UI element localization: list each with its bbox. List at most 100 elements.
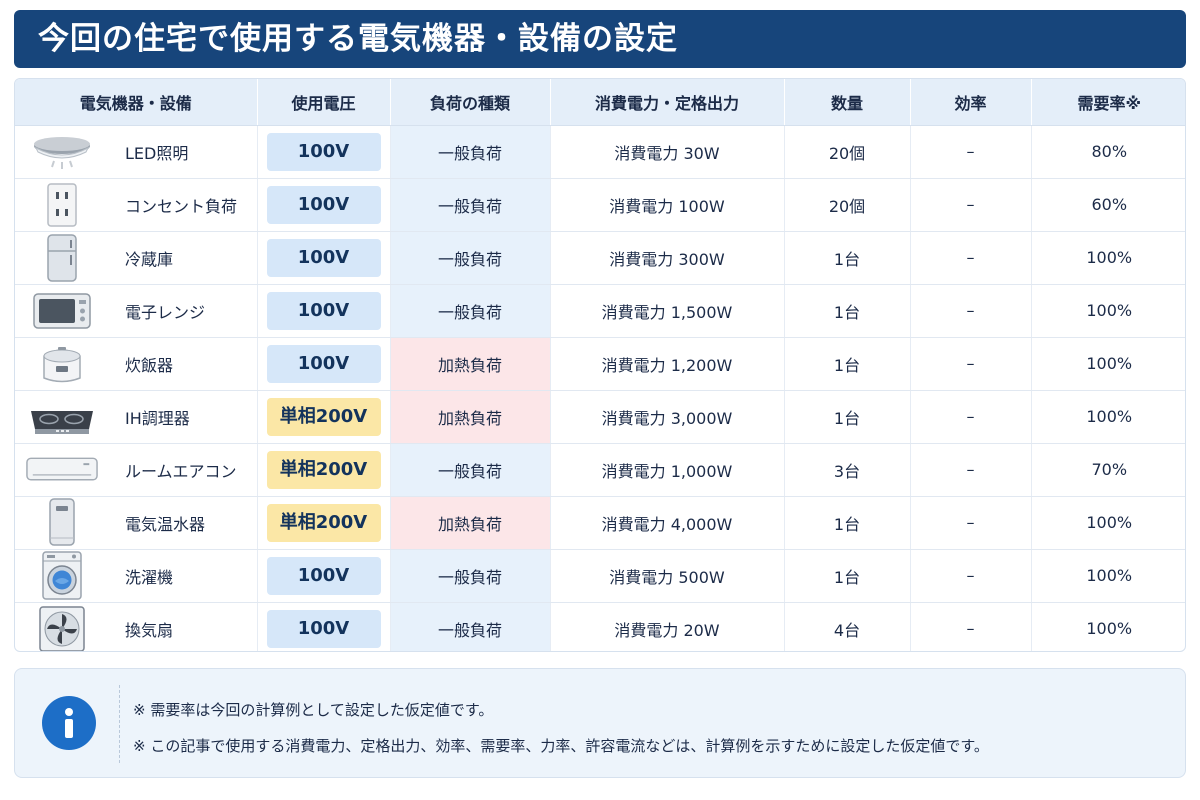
quantity-cell: 1台 <box>784 390 911 444</box>
header-load-type: 負荷の種類 <box>390 79 551 126</box>
table-row: 洗濯機 100V 一般負荷 消費電力 500W 1台 –100% <box>15 549 1185 603</box>
voltage-cell: 100V <box>257 549 391 603</box>
voltage-badge: 100V <box>266 238 381 277</box>
device-name: 洗濯機 <box>125 567 174 587</box>
power-cell: 消費電力 300W <box>550 231 785 285</box>
device-cell: IH調理器 <box>15 390 258 444</box>
table-row: LED照明 100V 一般負荷 消費電力 30W 20個 –80% <box>15 125 1185 179</box>
header-power: 消費電力・定格出力 <box>550 79 785 126</box>
power-cell: 消費電力 100W <box>550 178 785 232</box>
device-name: 冷蔵庫 <box>125 249 174 269</box>
quantity-cell: 4台 <box>784 602 911 651</box>
demand-factor-cell: 100% <box>1031 496 1185 550</box>
voltage-cell: 100V <box>257 178 391 232</box>
header-device: 電気機器・設備 <box>15 79 258 126</box>
voltage-cell: 単相200V <box>257 390 391 444</box>
voltage-cell: 単相200V <box>257 496 391 550</box>
device-cell: 洗濯機 <box>15 549 258 603</box>
washing-machine-icon <box>25 550 99 601</box>
voltage-cell: 100V <box>257 602 391 651</box>
load-type-cell: 一般負荷 <box>390 549 551 603</box>
table-header-row: 電気機器・設備 使用電圧 負荷の種類 消費電力・定格出力 数量 効率 需要率※ <box>15 79 1185 126</box>
voltage-badge: 100V <box>266 132 381 171</box>
demand-factor-cell: 100% <box>1031 337 1185 391</box>
device-cell: 換気扇 <box>15 602 258 651</box>
table-row: 冷蔵庫 100V 一般負荷 消費電力 300W 1台 –100% <box>15 231 1185 285</box>
voltage-badge: 単相200V <box>266 450 381 489</box>
quantity-cell: 1台 <box>784 231 911 285</box>
demand-factor-cell: 100% <box>1031 284 1185 338</box>
header-voltage: 使用電圧 <box>257 79 391 126</box>
quantity-cell: 20個 <box>784 125 911 179</box>
voltage-cell: 100V <box>257 337 391 391</box>
device-cell: 電気温水器 <box>15 496 258 550</box>
load-type-cell: 一般負荷 <box>390 602 551 651</box>
load-type-cell: 一般負荷 <box>390 443 551 497</box>
voltage-badge: 100V <box>266 556 381 595</box>
outlet-icon <box>25 182 99 228</box>
efficiency-cell: – <box>910 178 1032 232</box>
device-cell: LED照明 <box>15 125 258 179</box>
air-conditioner-icon <box>25 454 99 486</box>
page-title: 今回の住宅で使用する電気機器・設備の設定 <box>14 10 1186 68</box>
notes-box: ※ 需要率は今回の計算例として設定した仮定値です。 ※ この記事で使用する消費電… <box>14 668 1186 778</box>
device-name: 炊飯器 <box>125 355 174 375</box>
power-cell: 消費電力 1,500W <box>550 284 785 338</box>
quantity-cell: 1台 <box>784 337 911 391</box>
demand-factor-cell: 60% <box>1031 178 1185 232</box>
header-demand-factor: 需要率※ <box>1031 79 1185 126</box>
equipment-table: 電気機器・設備 使用電圧 負荷の種類 消費電力・定格出力 数量 効率 需要率※ … <box>15 79 1185 651</box>
table-row: IH調理器 単相200V 加熱負荷 消費電力 3,000W 1台 –100% <box>15 390 1185 444</box>
voltage-badge: 100V <box>266 609 381 648</box>
demand-factor-cell: 100% <box>1031 231 1185 285</box>
table-row: 電子レンジ 100V 一般負荷 消費電力 1,500W 1台 –100% <box>15 284 1185 338</box>
ventilation-fan-icon <box>25 605 99 651</box>
device-name: 電子レンジ <box>125 302 206 322</box>
voltage-badge: 100V <box>266 185 381 224</box>
voltage-badge: 単相200V <box>266 503 381 542</box>
voltage-badge: 単相200V <box>266 397 381 436</box>
table-row: コンセント負荷 100V 一般負荷 消費電力 100W 20個 –60% <box>15 178 1185 232</box>
device-name: LED照明 <box>125 143 189 163</box>
equipment-table-card: 電気機器・設備 使用電圧 負荷の種類 消費電力・定格出力 数量 効率 需要率※ … <box>14 78 1186 652</box>
table-row: 換気扇 100V 一般負荷 消費電力 20W 4台 – 100% <box>15 602 1185 651</box>
device-name: IH調理器 <box>125 408 190 428</box>
demand-factor-cell: 100% <box>1031 390 1185 444</box>
header-quantity: 数量 <box>784 79 911 126</box>
efficiency-cell: – <box>910 125 1032 179</box>
device-cell: 炊飯器 <box>15 337 258 391</box>
device-cell: コンセント負荷 <box>15 178 258 232</box>
table-row: 電気温水器 単相200V 加熱負荷 消費電力 4,000W 1台 –100% <box>15 496 1185 550</box>
power-cell: 消費電力 30W <box>550 125 785 179</box>
power-cell: 消費電力 3,000W <box>550 390 785 444</box>
info-icon <box>42 696 96 750</box>
load-type-cell: 一般負荷 <box>390 125 551 179</box>
power-cell: 消費電力 500W <box>550 549 785 603</box>
efficiency-cell: – <box>910 337 1032 391</box>
efficiency-cell: – <box>910 443 1032 497</box>
efficiency-cell: – <box>910 549 1032 603</box>
efficiency-cell: – <box>910 284 1032 338</box>
voltage-badge: 100V <box>266 291 381 330</box>
rice-cooker-icon <box>25 342 99 386</box>
voltage-badge: 100V <box>266 344 381 383</box>
led-ceiling-light-icon <box>25 132 99 172</box>
load-type-cell: 一般負荷 <box>390 178 551 232</box>
notes-divider <box>119 685 120 763</box>
demand-factor-cell: 100% <box>1031 549 1185 603</box>
device-name: ルームエアコン <box>125 461 237 481</box>
power-cell: 消費電力 1,200W <box>550 337 785 391</box>
efficiency-cell: – <box>910 496 1032 550</box>
quantity-cell: 1台 <box>784 496 911 550</box>
voltage-cell: 100V <box>257 284 391 338</box>
device-name: 電気温水器 <box>125 514 206 534</box>
load-type-cell: 加熱負荷 <box>390 496 551 550</box>
quantity-cell: 3台 <box>784 443 911 497</box>
device-name: 換気扇 <box>125 620 174 640</box>
header-efficiency: 効率 <box>910 79 1032 126</box>
load-type-cell: 加熱負荷 <box>390 337 551 391</box>
water-heater-icon <box>25 497 99 548</box>
table-row: ルームエアコン 単相200V 一般負荷 消費電力 1,000W 3台 –70% <box>15 443 1185 497</box>
device-cell: 電子レンジ <box>15 284 258 338</box>
power-cell: 消費電力 1,000W <box>550 443 785 497</box>
